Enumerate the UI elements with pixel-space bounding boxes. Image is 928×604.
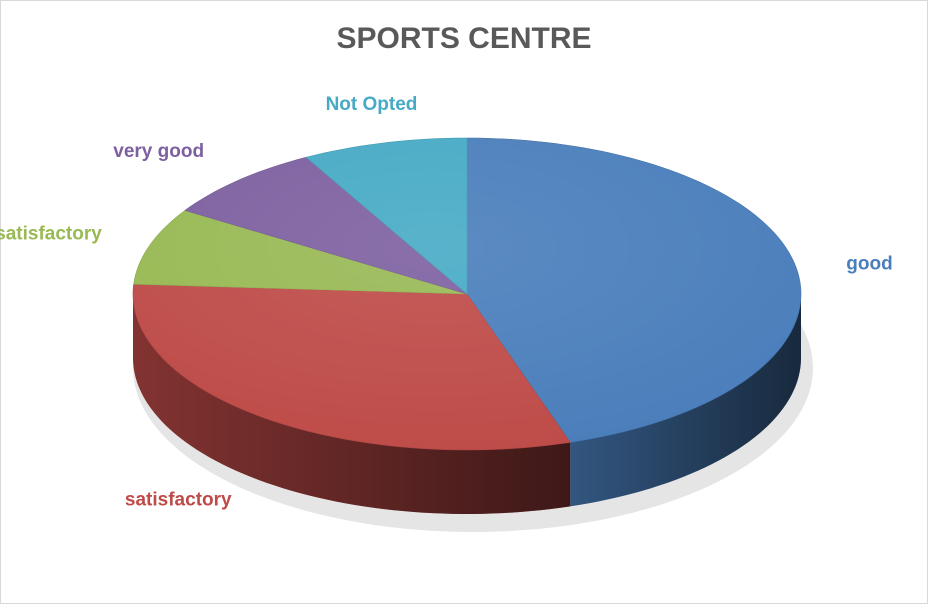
slice-label-unsatisfactory: unsatisfactory: [0, 223, 102, 244]
chart-title: SPORTS CENTRE: [336, 22, 592, 55]
slice-label-satisfactory: satisfactory: [125, 489, 232, 510]
slice-label-good: good: [846, 253, 892, 274]
pie-side-shade-satisfactory: [133, 294, 571, 514]
slice-label-not-opted: Not Opted: [326, 94, 418, 115]
pie-side-shade-good: [570, 294, 801, 507]
slice-label-very-good: very good: [113, 141, 204, 162]
